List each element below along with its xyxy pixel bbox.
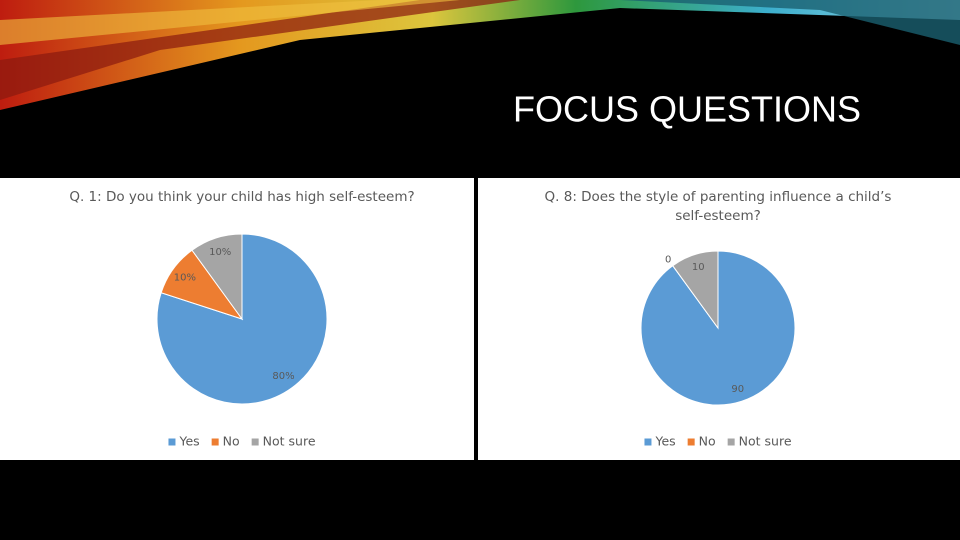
legend-label: No bbox=[223, 434, 240, 449]
legend-swatch bbox=[687, 438, 695, 446]
data-label: 10% bbox=[209, 247, 231, 258]
data-label: 10% bbox=[174, 273, 196, 284]
decor-streak bbox=[0, 0, 460, 45]
legend-swatch bbox=[251, 438, 259, 446]
legend-label: Yes bbox=[654, 434, 675, 449]
legend-swatch bbox=[727, 438, 735, 446]
legend-swatch bbox=[644, 438, 652, 446]
pie-slice bbox=[191, 233, 243, 321]
legend-swatch bbox=[211, 438, 219, 446]
legend-label: Yes bbox=[178, 434, 199, 449]
slide-title: FOCUS QUESTIONS bbox=[513, 89, 861, 130]
chart: 90 0 10 Yes No Not sure bbox=[640, 250, 796, 449]
legend-label: No bbox=[699, 434, 716, 449]
pie-slice bbox=[672, 250, 719, 330]
legend-label: Not sure bbox=[739, 434, 792, 449]
chart-panel: Q. 1: Do you think your child has high s… bbox=[0, 178, 474, 460]
decor-streak bbox=[620, 0, 960, 45]
chart: 80% 10% 10% Yes No Not sure bbox=[156, 233, 328, 449]
chart-panel: Q. 8: Does the style of parenting influe… bbox=[478, 178, 960, 460]
data-label: 80% bbox=[272, 371, 294, 382]
data-label: 0 bbox=[665, 254, 671, 265]
decor-streak bbox=[0, 0, 520, 100]
legend-swatch bbox=[168, 438, 176, 446]
chart-title: Q. 1: Do you think your child has high s… bbox=[69, 189, 415, 205]
chart-title: Q. 8: Does the style of parenting influe… bbox=[544, 189, 892, 224]
data-label: 10 bbox=[692, 262, 705, 273]
data-label: 90 bbox=[731, 384, 744, 395]
legend-label: Not sure bbox=[263, 434, 316, 449]
